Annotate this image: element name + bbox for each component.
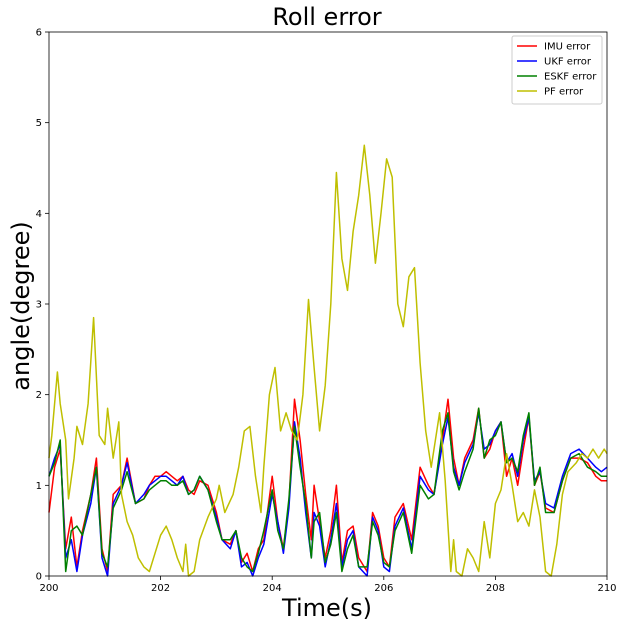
legend-label-3: ESKF error xyxy=(544,72,597,83)
x-tick-label: 210 xyxy=(597,583,616,594)
series-line-1 xyxy=(48,398,607,573)
y-tick-label: 6 xyxy=(36,28,42,39)
x-tick-label: 204 xyxy=(263,583,282,594)
x-tick-label: 208 xyxy=(486,583,505,594)
x-axis-ticks: 200 202 204 206 208 210 xyxy=(39,576,617,594)
legend: IMU error UKF error ESKF error PF error xyxy=(511,35,603,105)
series-line-3 xyxy=(48,407,607,573)
plot-lines xyxy=(48,144,608,577)
y-tick-label: 3 xyxy=(36,300,42,311)
x-tick-label: 200 xyxy=(39,583,58,594)
y-axis-label: angle(degree) xyxy=(7,221,35,390)
y-tick-label: 2 xyxy=(36,390,42,401)
chart-title: Roll error xyxy=(272,3,381,31)
x-tick-label: 206 xyxy=(374,583,393,594)
y-tick-label: 5 xyxy=(36,118,42,129)
y-axis-ticks: 0 1 2 3 4 5 6 xyxy=(36,28,49,583)
y-tick-label: 1 xyxy=(36,481,42,492)
legend-label-2: UKF error xyxy=(544,57,592,68)
y-tick-label: 4 xyxy=(36,209,42,220)
legend-label-4: PF error xyxy=(544,87,584,98)
x-tick-label: 202 xyxy=(151,583,170,594)
series-line-4 xyxy=(48,144,608,577)
legend-label-1: IMU error xyxy=(544,42,591,53)
x-axis-label: Time(s) xyxy=(281,594,372,622)
y-tick-label: 0 xyxy=(36,572,42,583)
legend-box xyxy=(511,35,603,105)
